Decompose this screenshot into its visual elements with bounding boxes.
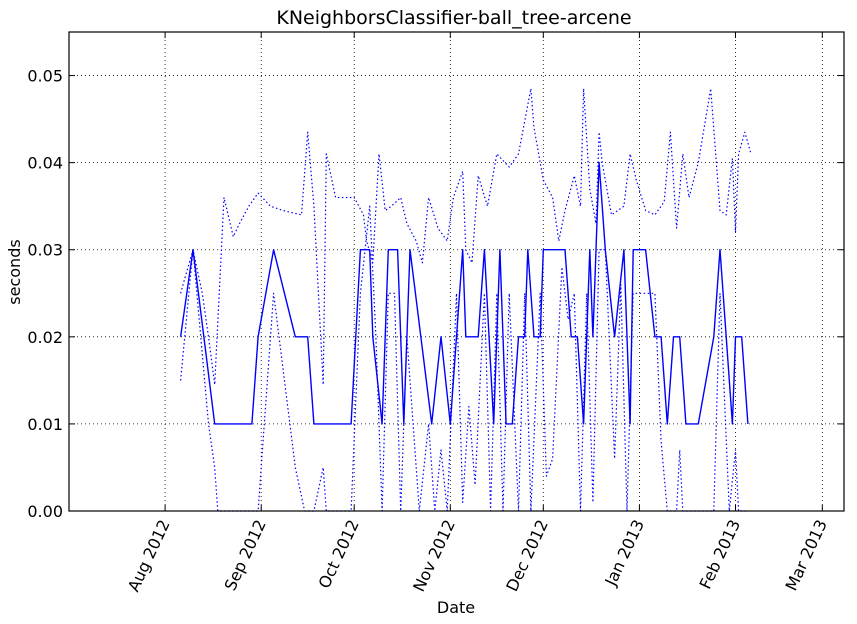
y-tick-label: 0.02 (27, 328, 63, 347)
y-tick-label: 0.01 (27, 415, 63, 434)
chart-title: KNeighborsClassifier-ball_tree-arcene (276, 7, 631, 29)
y-tick-label: 0.00 (27, 502, 63, 521)
y-tick-label: 0.04 (27, 154, 63, 173)
y-axis-title: seconds (5, 239, 24, 304)
y-tick-label: 0.03 (27, 241, 63, 260)
series-lines (179, 88, 752, 512)
series-line-main (179, 161, 749, 425)
plot-area-frame (68, 31, 845, 512)
y-tick-label: 0.05 (27, 67, 63, 86)
x-axis-title: Date (437, 598, 475, 617)
